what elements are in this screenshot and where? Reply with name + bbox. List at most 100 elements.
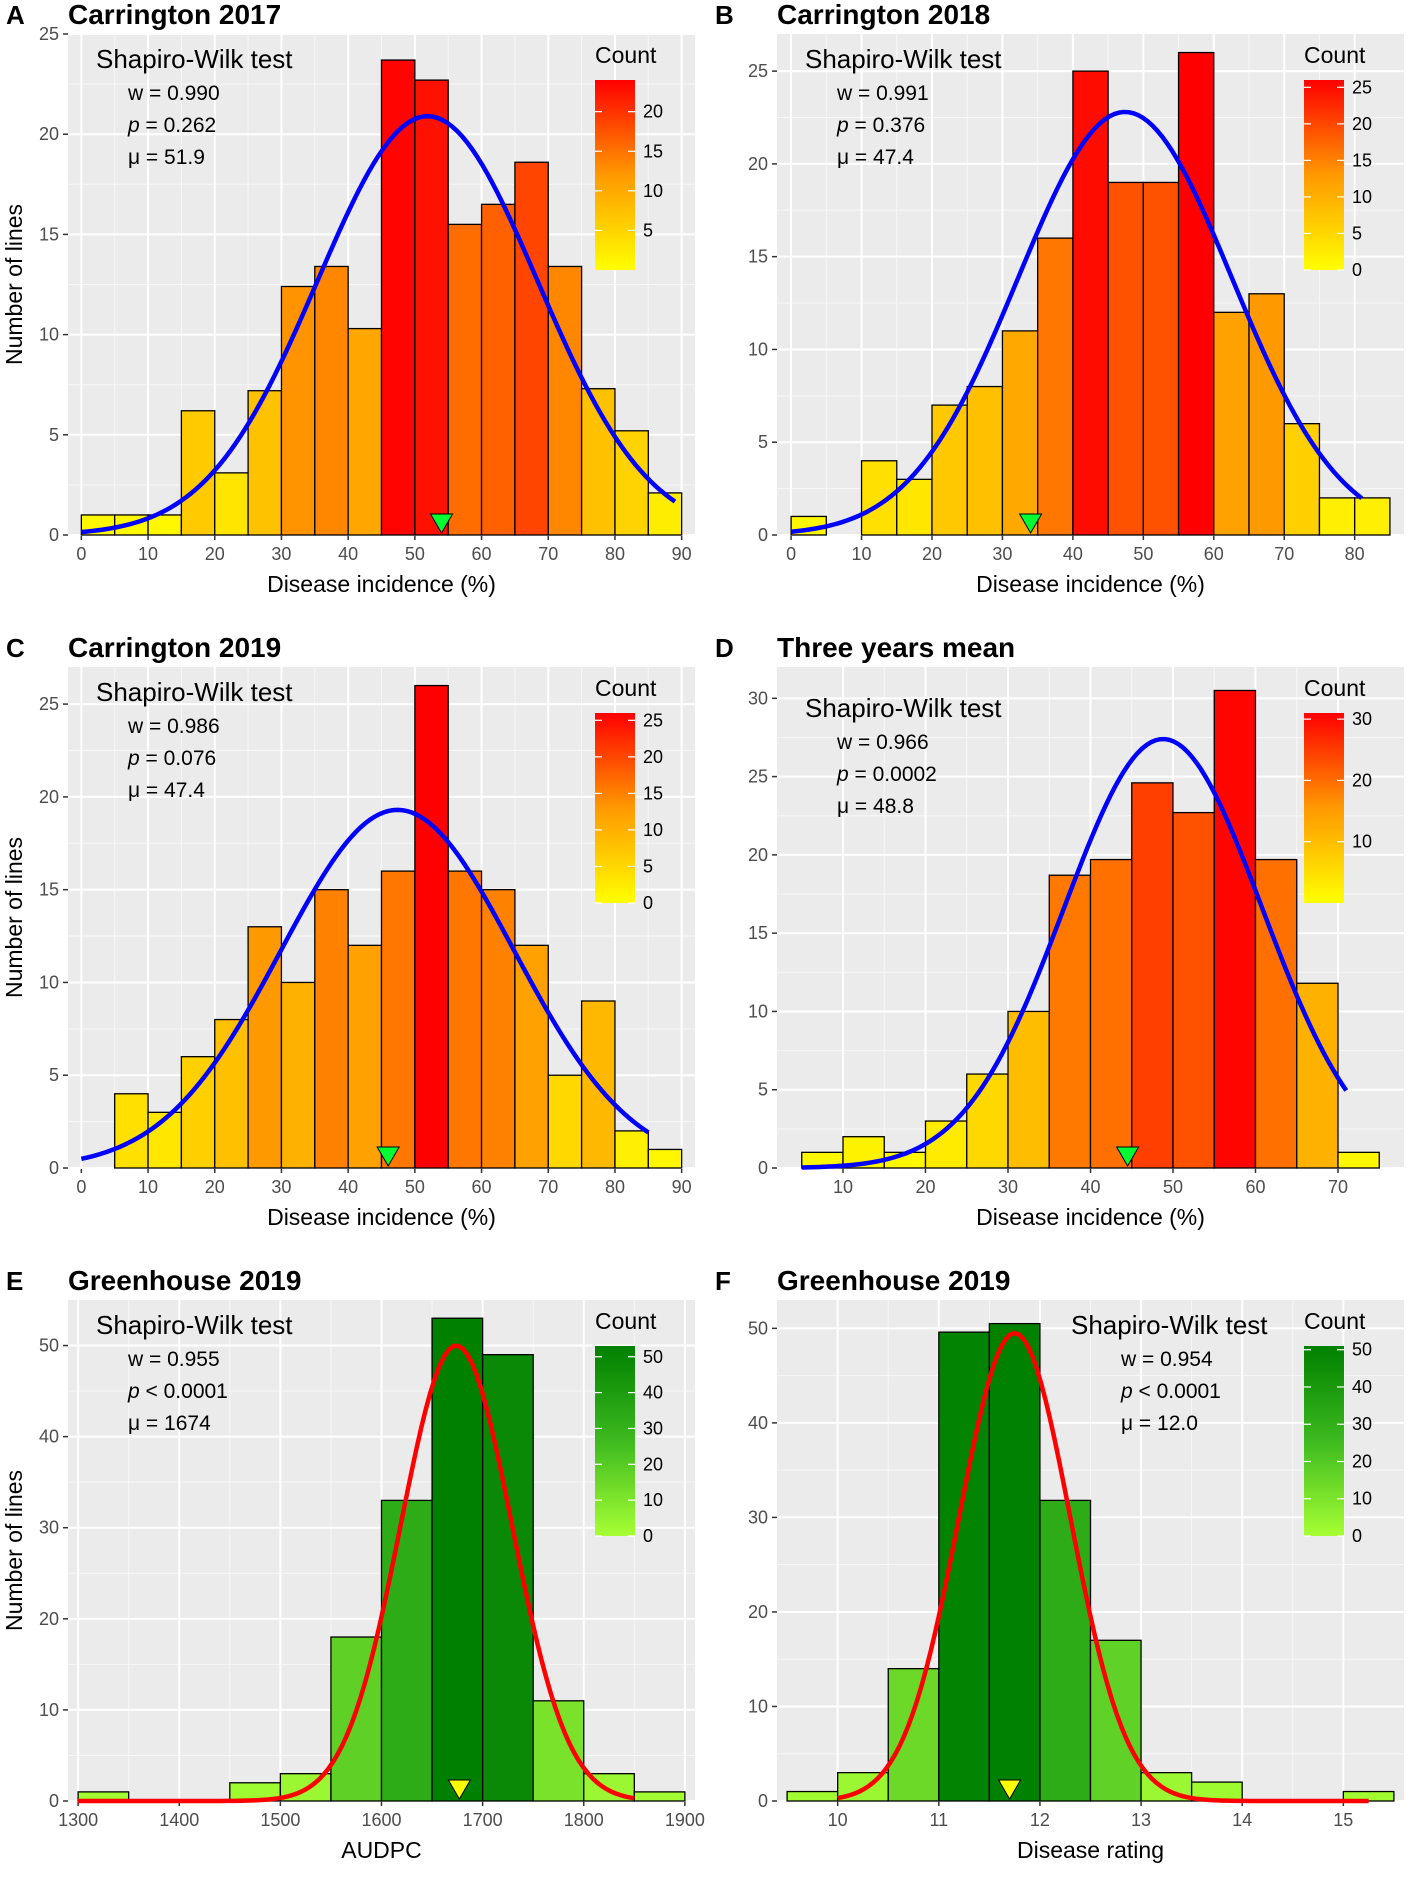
y-tick-label: 30 bbox=[748, 1507, 768, 1527]
histogram-bar bbox=[1001, 330, 1039, 536]
y-tick-label: 0 bbox=[49, 1791, 59, 1811]
y-tick-label: 30 bbox=[748, 688, 768, 708]
legend-tick-label: 20 bbox=[643, 747, 663, 767]
x-tick-label: 10 bbox=[138, 544, 158, 564]
p-symbol: p bbox=[836, 114, 849, 137]
y-tick-label: 20 bbox=[39, 1609, 59, 1629]
x-tick-label: 15 bbox=[1333, 1810, 1353, 1830]
legend-tick-label: 25 bbox=[1352, 77, 1372, 97]
shapiro-wilk-title: Shapiro-Wilk test bbox=[1071, 1310, 1268, 1340]
histogram-bar bbox=[380, 1499, 433, 1802]
mean-marker-triangle bbox=[1115, 1146, 1140, 1167]
x-tick-label: 1500 bbox=[260, 1810, 300, 1830]
panel-letter: D bbox=[715, 633, 734, 663]
y-tick-label: 50 bbox=[39, 1336, 59, 1356]
x-tick-label: 13 bbox=[1131, 1810, 1151, 1830]
histogram-bar bbox=[180, 1056, 216, 1169]
histogram-bar bbox=[280, 981, 316, 1169]
x-tick-label: 70 bbox=[1274, 544, 1294, 564]
legend-tick-label: 20 bbox=[643, 102, 663, 122]
legend-tick-label: 0 bbox=[643, 893, 653, 913]
histogram-bar bbox=[966, 385, 1004, 536]
x-tick-label: 20 bbox=[205, 1177, 225, 1197]
x-tick-label: 10 bbox=[138, 1177, 158, 1197]
panel-title: Carrington 2018 bbox=[777, 0, 990, 30]
shapiro-wilk-title: Shapiro-Wilk test bbox=[96, 677, 293, 707]
histogram-bar bbox=[347, 944, 383, 1169]
normal-curve bbox=[790, 109, 1364, 534]
histogram-bar bbox=[314, 889, 349, 1169]
x-tick-label: 30 bbox=[271, 544, 291, 564]
p-value: p = 0.262 bbox=[127, 114, 216, 137]
mean-value: μ = 48.8 bbox=[837, 795, 914, 818]
histogram-bar bbox=[414, 684, 449, 1169]
panel-a: A Carrington 2017 0 10 20 30 40 50 60 70 80 90 0 5 10 1… bbox=[0, 0, 708, 633]
legend-title: Count bbox=[1304, 1308, 1366, 1334]
y-tick-label: 25 bbox=[748, 61, 768, 81]
legend-colorbar bbox=[595, 1346, 635, 1536]
x-axis-label: Disease rating bbox=[1017, 1837, 1164, 1863]
mean-value: μ = 12.0 bbox=[1121, 1412, 1198, 1435]
panel-e: E Greenhouse 2019 1300 1400 1500 1600 1700 1800… bbox=[0, 1265, 708, 1899]
histogram-bar bbox=[480, 889, 516, 1169]
y-tick-label: 40 bbox=[39, 1427, 59, 1447]
y-tick-label: 10 bbox=[748, 1696, 768, 1716]
legend-tick-label: 40 bbox=[1352, 1377, 1372, 1397]
y-tick-label: 5 bbox=[49, 1065, 59, 1085]
normal-curve bbox=[78, 1343, 635, 1804]
y-tick-label: 50 bbox=[748, 1318, 768, 1338]
y-tick-label: 15 bbox=[748, 923, 768, 943]
histogram-bar bbox=[347, 327, 383, 536]
x-tick-label: 14 bbox=[1232, 1810, 1252, 1830]
legend-tick-label: 10 bbox=[1352, 187, 1372, 207]
panel-letter: C bbox=[6, 633, 25, 663]
legend-colorbar bbox=[595, 713, 635, 903]
histogram-bar bbox=[1007, 1010, 1050, 1169]
x-tick-label: 80 bbox=[1345, 544, 1365, 564]
p-symbol: p bbox=[127, 747, 140, 770]
p-value: p = 0.376 bbox=[836, 114, 925, 137]
histogram-bar bbox=[431, 1317, 484, 1802]
x-tick-label: 20 bbox=[922, 544, 942, 564]
x-tick-label: 0 bbox=[76, 544, 86, 564]
shapiro-wilk-title: Shapiro-Wilk test bbox=[96, 1310, 293, 1340]
x-tick-label: 0 bbox=[76, 1177, 86, 1197]
y-tick-label: 15 bbox=[39, 880, 59, 900]
panel-letter: B bbox=[715, 0, 734, 30]
histogram-bar bbox=[547, 265, 583, 536]
x-tick-label: 80 bbox=[605, 1177, 625, 1197]
legend-tick-label: 15 bbox=[643, 141, 663, 161]
legend-tick-label: 0 bbox=[1352, 260, 1362, 280]
x-tick-label: 12 bbox=[1030, 1810, 1050, 1830]
histogram-bar bbox=[1039, 1499, 1092, 1802]
histogram-bar bbox=[786, 1790, 839, 1802]
histogram-bar bbox=[380, 870, 416, 1169]
p-symbol: p bbox=[1120, 1380, 1133, 1403]
x-tick-label: 10 bbox=[828, 1810, 848, 1830]
panel-letter: F bbox=[715, 1266, 731, 1296]
y-tick-label: 5 bbox=[758, 432, 768, 452]
y-tick-label: 25 bbox=[748, 767, 768, 787]
x-tick-label: 70 bbox=[538, 544, 558, 564]
x-tick-label: 10 bbox=[852, 544, 872, 564]
histogram-bar bbox=[1248, 293, 1285, 536]
histogram-bar bbox=[114, 1093, 149, 1169]
legend-tick-label: 10 bbox=[1352, 1489, 1372, 1509]
legend-tick-label: 10 bbox=[643, 820, 663, 840]
panel-b: B Carrington 2018 0 10 20 30 40 50 60 70 80 0 5 10 15 2… bbox=[709, 0, 1417, 633]
p-symbol: p bbox=[127, 1380, 140, 1403]
y-axis-label: Number of lines bbox=[1, 204, 27, 365]
histogram-bar bbox=[966, 1073, 1009, 1169]
y-tick-label: 10 bbox=[39, 1700, 59, 1720]
x-tick-label: 1800 bbox=[564, 1810, 604, 1830]
histogram-bar bbox=[647, 1148, 683, 1169]
y-tick-label: 10 bbox=[39, 972, 59, 992]
x-tick-label: 40 bbox=[338, 1177, 358, 1197]
x-tick-label: 90 bbox=[672, 544, 692, 564]
panel-c: C Carrington 2019 0 10 20 30 40 50 60 70 80 90 0 5 10 1… bbox=[0, 632, 708, 1266]
legend-tick-label: 20 bbox=[1352, 1451, 1372, 1471]
legend-tick-label: 50 bbox=[643, 1347, 663, 1367]
histogram-bar bbox=[633, 1791, 686, 1802]
